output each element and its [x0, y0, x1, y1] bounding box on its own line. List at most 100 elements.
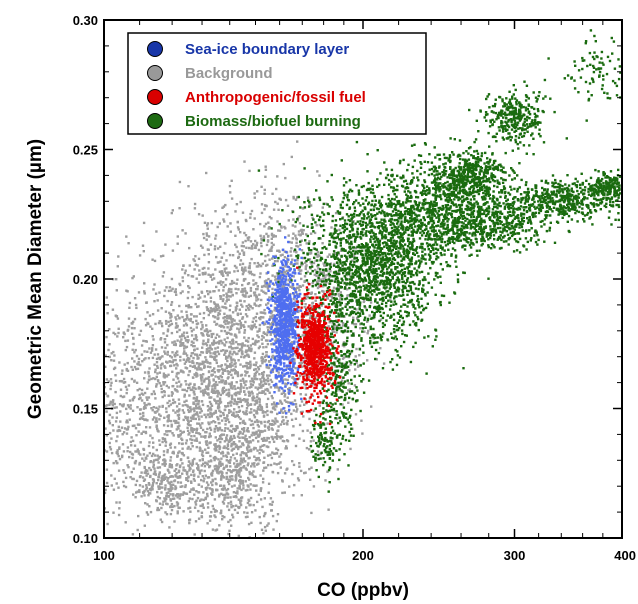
data-point — [374, 233, 377, 236]
data-point — [298, 374, 302, 378]
data-point — [303, 328, 306, 332]
data-point — [294, 417, 298, 420]
data-point — [343, 229, 346, 232]
data-point — [176, 510, 179, 513]
data-point — [260, 422, 263, 425]
data-point — [232, 427, 235, 431]
data-point — [259, 317, 262, 321]
data-point — [422, 307, 426, 310]
data-point — [271, 514, 275, 518]
data-point — [231, 324, 234, 327]
data-point — [333, 227, 337, 230]
data-point — [355, 299, 358, 302]
data-point — [170, 480, 173, 484]
data-point — [189, 447, 192, 451]
data-point — [217, 466, 221, 469]
data-point — [149, 468, 153, 472]
data-point — [198, 432, 202, 436]
data-point — [316, 255, 319, 258]
data-point — [194, 407, 198, 410]
data-point — [132, 342, 135, 346]
data-point — [146, 454, 149, 457]
data-point — [345, 255, 348, 258]
data-point — [245, 339, 248, 342]
data-point — [164, 439, 167, 442]
data-point — [214, 391, 217, 395]
data-point — [215, 285, 218, 289]
data-point — [228, 529, 231, 532]
data-point — [177, 398, 181, 401]
data-point — [266, 287, 270, 290]
data-point — [395, 279, 398, 282]
data-point — [116, 451, 119, 454]
data-point — [213, 308, 216, 311]
data-point — [243, 364, 247, 368]
data-point — [260, 298, 263, 302]
data-point — [205, 300, 208, 303]
data-point — [107, 348, 110, 352]
data-point — [207, 476, 211, 479]
data-point — [219, 437, 222, 440]
data-point — [229, 282, 232, 286]
data-point — [254, 371, 258, 374]
data-point — [216, 429, 220, 432]
data-point — [244, 218, 248, 222]
data-point — [190, 488, 193, 491]
data-point — [191, 459, 195, 462]
data-point — [178, 476, 182, 479]
data-point — [192, 477, 196, 481]
data-point — [228, 382, 231, 385]
data-point — [348, 286, 351, 290]
data-point — [295, 254, 298, 258]
data-point — [113, 402, 116, 406]
data-point — [156, 309, 160, 312]
data-point — [379, 337, 382, 340]
data-point — [321, 242, 324, 245]
data-point — [312, 439, 315, 442]
data-point — [390, 249, 393, 253]
data-point — [207, 422, 211, 426]
data-point — [126, 328, 130, 332]
data-point — [153, 259, 157, 263]
data-point — [114, 374, 117, 377]
data-point — [207, 261, 211, 264]
data-point — [242, 466, 245, 469]
data-point — [259, 474, 262, 477]
data-point — [112, 461, 115, 465]
data-point — [145, 340, 148, 343]
data-point — [372, 337, 375, 340]
data-point — [247, 441, 250, 444]
data-point — [189, 410, 192, 413]
data-point — [130, 436, 133, 439]
data-point — [247, 306, 250, 310]
data-point — [243, 160, 246, 163]
data-point — [227, 372, 230, 376]
data-point — [265, 272, 268, 275]
data-point — [348, 299, 351, 302]
data-point — [371, 188, 374, 191]
data-point — [165, 476, 168, 479]
data-point — [138, 387, 141, 391]
data-point — [183, 344, 186, 348]
data-point — [136, 389, 139, 392]
data-point — [220, 473, 224, 476]
data-point — [243, 354, 247, 358]
data-point — [212, 339, 216, 342]
data-point — [243, 344, 247, 347]
data-point — [272, 243, 275, 246]
data-point — [259, 378, 262, 381]
data-point — [213, 430, 216, 433]
data-point — [307, 375, 310, 379]
data-point — [134, 496, 137, 499]
data-point — [163, 338, 166, 341]
data-point — [233, 351, 236, 354]
data-point — [266, 302, 270, 305]
data-point — [424, 262, 428, 265]
data-point — [227, 478, 231, 481]
data-point — [317, 267, 320, 270]
data-point — [219, 410, 222, 414]
data-point — [146, 513, 150, 516]
data-point — [248, 272, 251, 275]
data-point — [222, 205, 226, 208]
data-point — [308, 417, 311, 421]
